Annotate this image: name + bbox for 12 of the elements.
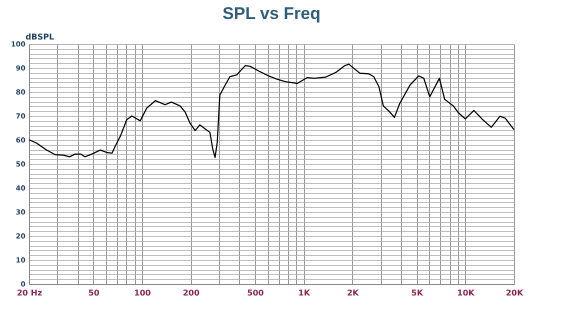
x-tick-label: 2K — [346, 288, 360, 298]
x-tick-label: 20 Hz — [16, 288, 42, 298]
x-tick-label: 5K — [411, 288, 424, 298]
x-tick-label: 50 — [88, 288, 100, 298]
x-tick-label: 100 — [134, 288, 152, 298]
y-axis-title: dBSPL — [26, 32, 54, 42]
x-tick-label: 1K — [298, 288, 311, 298]
x-tick-label: 200 — [182, 288, 200, 298]
x-tick-label: 20K — [506, 288, 524, 298]
chart-title: SPL vs Freq — [222, 4, 320, 23]
x-tick-label: 10K — [457, 288, 476, 298]
x-tick-label: 500 — [247, 288, 264, 298]
